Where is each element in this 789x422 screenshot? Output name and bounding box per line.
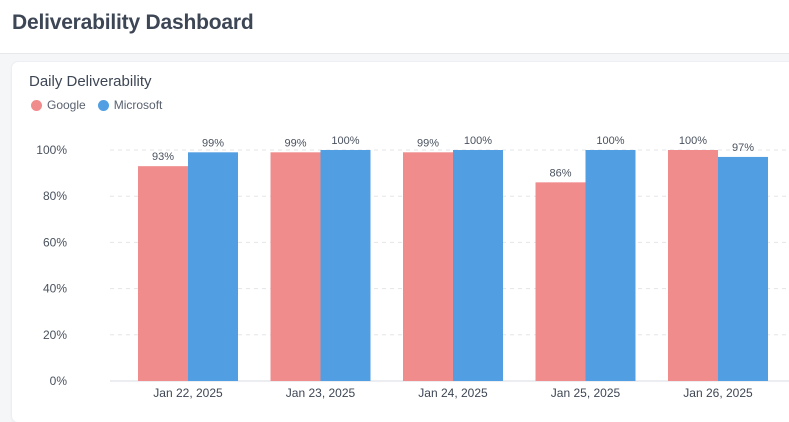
data-label: 100%	[679, 135, 707, 147]
x-tick-label: Jan 23, 2025	[286, 386, 356, 400]
bar-microsoft[interactable]	[718, 156, 768, 381]
page-title: Deliverability Dashboard	[12, 11, 254, 34]
legend-swatch-microsoft	[97, 99, 109, 111]
bar-google[interactable]	[270, 152, 321, 381]
data-label: 99%	[284, 137, 306, 149]
bar-microsoft[interactable]	[453, 150, 503, 381]
data-label: 100%	[331, 135, 359, 147]
data-label: 99%	[202, 137, 224, 149]
x-tick-label: Jan 25, 2025	[551, 386, 621, 400]
chart-title: Daily Deliverability	[29, 73, 152, 90]
legend-swatch-google	[31, 99, 42, 111]
chart-legend: Google Microsoft	[31, 98, 174, 112]
bar-microsoft[interactable]	[585, 150, 636, 381]
bar-google[interactable]	[668, 150, 718, 381]
legend-label-google: Google	[47, 98, 86, 112]
bar-google[interactable]	[403, 152, 453, 381]
y-tick-label: 20%	[43, 328, 67, 342]
data-label: 99%	[417, 137, 439, 149]
bar-microsoft[interactable]	[188, 152, 238, 381]
x-tick-label: Jan 26, 2025	[683, 386, 753, 400]
data-label: 100%	[464, 135, 492, 147]
legend-label-microsoft: Microsoft	[113, 98, 163, 112]
legend-item-google[interactable]: Google	[31, 98, 86, 112]
y-tick-label: 0%	[50, 374, 68, 388]
bar-microsoft[interactable]	[320, 150, 371, 381]
bar-google[interactable]	[535, 182, 586, 381]
y-tick-label: 60%	[43, 235, 67, 249]
y-tick-label: 100%	[36, 143, 67, 157]
x-tick-label: Jan 24, 2025	[418, 386, 488, 400]
header-bar: Deliverability Dashboard	[0, 0, 789, 54]
x-tick-label: Jan 22, 2025	[153, 386, 223, 400]
data-label: 97%	[732, 142, 754, 154]
data-label: 93%	[152, 151, 174, 163]
y-tick-label: 40%	[43, 282, 67, 296]
y-tick-label: 80%	[43, 189, 67, 203]
data-label: 86%	[549, 167, 571, 179]
data-label: 100%	[596, 135, 624, 147]
legend-item-microsoft[interactable]: Microsoft	[97, 98, 163, 112]
bar-google[interactable]	[138, 166, 188, 381]
